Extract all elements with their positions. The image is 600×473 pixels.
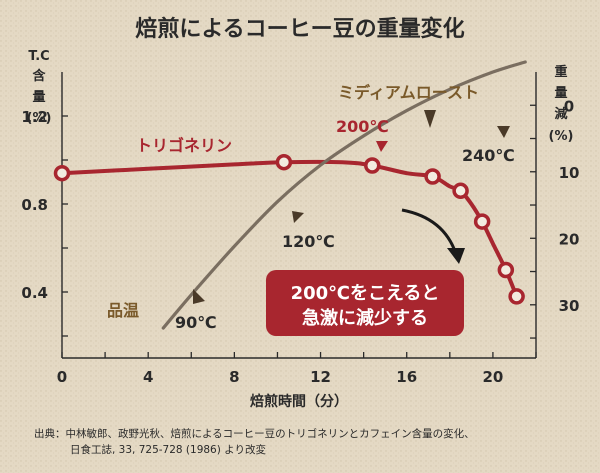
data-point <box>364 157 381 174</box>
x-tick-label: 12 <box>310 368 331 386</box>
x-tick-label: 0 <box>57 368 67 386</box>
annotation-hinon: 品温 <box>107 301 139 320</box>
y-left-label-line: 含 <box>31 68 46 84</box>
y-right-label: 重 量 減 (%) <box>549 64 574 144</box>
y-left-label-line: 量 <box>32 90 45 105</box>
x-tick-label: 4 <box>143 368 153 386</box>
x-axis-label: 焙煎時間（分） <box>250 393 348 410</box>
callout-line-2: 急激に減少する <box>302 307 428 329</box>
data-point <box>275 153 293 171</box>
pointer-120c <box>292 211 304 223</box>
series-line <box>161 60 527 330</box>
x-tick-label: 16 <box>396 368 417 386</box>
y-left-label-line: T.C <box>28 49 49 64</box>
y-right-label-line: (%) <box>549 129 574 144</box>
y-right-tick-label: 0 <box>564 97 574 115</box>
data-point <box>452 182 469 200</box>
data-point <box>53 164 71 182</box>
source-line-2: 日食工誌, 33, 725-728 (1986) より改変 <box>70 443 266 456</box>
annotation-90c: 90℃ <box>175 313 217 332</box>
y-left-label: T.C 含 量 (%) <box>27 49 52 126</box>
pointer-200c <box>376 141 388 152</box>
decline-arrow-head <box>447 248 465 264</box>
data-point <box>473 213 491 230</box>
y-left-label-line: (%) <box>27 111 52 126</box>
chart-title: 焙煎によるコーヒー豆の重量変化 <box>135 16 464 42</box>
legend-label-trigonelline: トリゴネリン <box>136 136 232 155</box>
y-right-tick-label: 20 <box>559 230 580 248</box>
pointer-medium-roast <box>424 110 436 128</box>
x-tick-label: 20 <box>482 368 503 386</box>
decline-arrow <box>401 208 458 255</box>
annotation-120c: 120℃ <box>282 232 335 251</box>
y-left-tick-label: 1.2 <box>21 108 48 126</box>
source-line-1: 出典：中林敏郎、政野光秋、焙煎によるコーヒー豆のトリゴネリンとカフェイン含量の変… <box>34 427 475 440</box>
y-right-tick-label: 30 <box>559 297 580 315</box>
annotation-240c: 240℃ <box>462 146 515 165</box>
y-right-label-line: 減 <box>554 106 567 122</box>
x-tick-label: 8 <box>229 368 239 386</box>
y-left-tick-label: 0.8 <box>21 196 48 214</box>
callout-line-1: 200℃をこえると <box>291 283 440 304</box>
pointer-triangles <box>193 110 510 304</box>
y-right-tick-label: 10 <box>559 164 580 182</box>
data-point <box>424 168 441 185</box>
legend-label-medium-roast: ミディアムロースト <box>338 83 479 102</box>
pointer-240c <box>497 126 510 138</box>
callout-box: 200℃をこえると 急激に減少する <box>266 270 464 336</box>
y-left-tick-label: 0.4 <box>21 284 48 302</box>
data-point <box>497 261 515 279</box>
data-point <box>508 288 525 305</box>
y-right-label-line: 重 <box>554 64 567 80</box>
y-right-label-line: 量 <box>554 86 567 101</box>
callout-bg <box>266 270 464 336</box>
annotation-200c: 200℃ <box>336 117 389 136</box>
pointer-90c <box>193 289 205 304</box>
data-marks <box>53 60 527 330</box>
axes: 0.4 0.8 1.2 0 10 20 30 0 4 8 12 16 20 <box>21 72 579 386</box>
